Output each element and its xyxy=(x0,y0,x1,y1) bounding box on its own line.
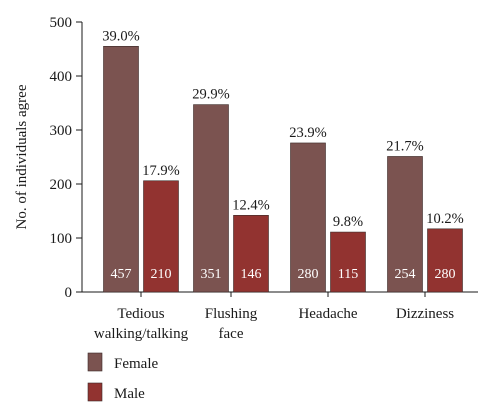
category-label: walking/talking xyxy=(94,326,189,342)
legend-label: Female xyxy=(114,356,158,372)
percent-label: 39.0% xyxy=(102,28,139,44)
percent-label: 23.9% xyxy=(289,125,326,141)
percent-label: 9.8% xyxy=(333,214,363,230)
y-tick-label: 500 xyxy=(50,15,73,31)
percent-label: 17.9% xyxy=(142,163,179,179)
legend-label: Male xyxy=(114,386,145,402)
y-tick-label: 200 xyxy=(50,177,73,193)
y-tick-label: 100 xyxy=(50,231,73,247)
bar-female xyxy=(290,142,326,293)
y-axis-label: No. of individuals agree xyxy=(14,84,30,229)
percent-label: 12.4% xyxy=(232,197,269,213)
y-tick-label: 300 xyxy=(50,123,73,139)
y-tick-label: 0 xyxy=(65,285,73,301)
bar-female xyxy=(193,104,229,293)
value-label: 210 xyxy=(151,267,172,282)
value-label: 351 xyxy=(201,267,222,282)
legend-swatch-male xyxy=(87,382,103,402)
value-label: 280 xyxy=(435,267,456,282)
percent-label: 29.9% xyxy=(192,87,229,103)
bar-male xyxy=(143,180,179,293)
value-label: 115 xyxy=(338,267,358,282)
y-axis-ticks: 0 100 200 300 400 500 xyxy=(50,15,82,301)
bar-female xyxy=(387,156,423,293)
bars: 39.0% 457 29.9% 351 23.9% 280 21.7% 254 17.9% 210… xyxy=(102,28,464,293)
bar-female xyxy=(103,45,139,293)
x-axis-categories: Tedious walking/talking Flushing face Headac… xyxy=(94,292,454,342)
percent-label: 21.7% xyxy=(386,138,423,154)
category-label: face xyxy=(219,326,244,342)
legend: Female Male xyxy=(87,352,158,402)
value-label: 146 xyxy=(241,267,262,282)
bar-male xyxy=(233,215,269,293)
category-label: Flushing xyxy=(205,306,258,322)
y-tick-label: 400 xyxy=(50,69,73,85)
percent-label: 10.2% xyxy=(426,211,463,227)
value-label: 254 xyxy=(395,267,416,282)
legend-swatch-female xyxy=(87,352,103,372)
category-label: Dizziness xyxy=(396,306,454,322)
bar-male xyxy=(330,231,366,293)
category-label: Tedious xyxy=(117,306,164,322)
value-label: 457 xyxy=(111,267,132,282)
bar-male xyxy=(427,228,463,293)
value-label: 280 xyxy=(298,267,319,282)
category-label: Headache xyxy=(298,306,357,322)
